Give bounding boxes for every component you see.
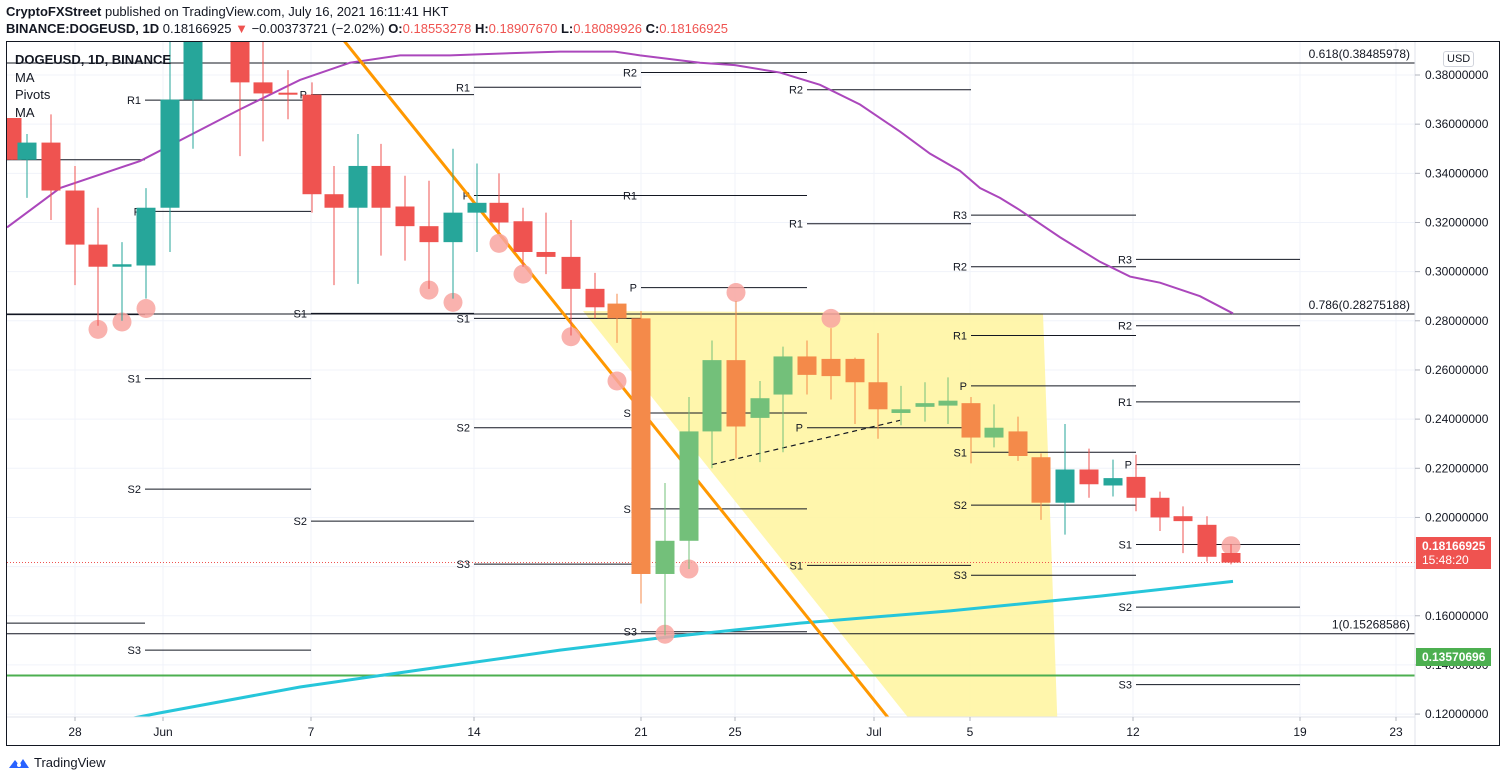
svg-text:P: P [796, 423, 803, 435]
svg-text:R2: R2 [789, 85, 803, 97]
svg-text:S1: S1 [790, 560, 803, 572]
last-price: 0.18166925 [162, 21, 232, 36]
legend-title[interactable]: DOGEUSD, 1D, BINANCE [15, 52, 172, 67]
svg-text:S2: S2 [128, 484, 141, 496]
svg-text:S2: S2 [457, 423, 470, 435]
close-label: C: [645, 21, 660, 36]
svg-text:R2: R2 [1118, 321, 1132, 333]
price-tick: 0.36000000 [1425, 117, 1489, 131]
price-tick: 0.30000000 [1425, 265, 1489, 279]
open-value: 0.18553278 [402, 21, 472, 36]
svg-text:R1: R1 [789, 219, 803, 231]
publish-info: CryptoFXStreet published on TradingView.… [6, 4, 449, 19]
legend-item-pivots[interactable]: Pivots [15, 87, 51, 102]
bar-countdown: 15:48:20 [1422, 553, 1469, 567]
price-change: −0.00373721 (−2.02%) [251, 21, 385, 36]
svg-text:S3: S3 [457, 559, 470, 571]
symbol-label: BINANCE:DOGEUSD, 1D [6, 21, 160, 36]
time-tick: Jun [153, 725, 172, 739]
svg-text:R1: R1 [953, 331, 967, 343]
svg-text:R1: R1 [623, 190, 637, 202]
price-tick: 0.20000000 [1425, 510, 1489, 524]
currency-button[interactable]: USD [1443, 51, 1475, 67]
publish-text: published on TradingView.com, July 16, 2… [101, 4, 449, 19]
price-tick: 0.24000000 [1425, 412, 1489, 426]
price-tick: 0.22000000 [1425, 461, 1489, 475]
svg-text:S1: S1 [294, 308, 307, 320]
svg-text:S2: S2 [294, 516, 307, 528]
price-tick: 0.34000000 [1425, 166, 1489, 180]
svg-text:S1: S1 [1119, 539, 1132, 551]
price-tick: 0.38000000 [1425, 68, 1489, 82]
current-price-tag: 0.18166925 15:48:20 [1416, 537, 1492, 569]
support-price-tag: 0.13570696 [1416, 648, 1492, 666]
svg-text:S2: S2 [954, 500, 967, 512]
svg-text:S3: S3 [1119, 680, 1132, 692]
fib-label: 0.618(0.38485978) [1309, 47, 1410, 61]
time-tick: 28 [68, 725, 82, 739]
svg-text:P: P [630, 283, 637, 295]
svg-text:S1: S1 [128, 374, 141, 386]
tradingview-branding[interactable]: TradingView [8, 755, 106, 770]
svg-text:R3: R3 [1118, 254, 1132, 266]
publisher-name: CryptoFXStreet [6, 4, 102, 19]
fib-label: 1(0.15268586) [1332, 618, 1410, 632]
high-value: 0.18907670 [488, 21, 558, 36]
chart-legend: DOGEUSD, 1D, BINANCE MA Pivots MA [15, 51, 171, 121]
open-label: O: [388, 21, 403, 36]
svg-text:R2: R2 [623, 68, 637, 80]
svg-text:S1: S1 [954, 447, 967, 459]
price-tick: 0.32000000 [1425, 215, 1489, 229]
svg-text:R3: R3 [953, 210, 967, 222]
time-tick: 5 [967, 725, 974, 739]
svg-text:R2: R2 [953, 262, 967, 274]
time-tick: Jul [866, 725, 881, 739]
svg-text:R1: R1 [456, 82, 470, 94]
time-tick: 12 [1126, 725, 1140, 739]
svg-text:S3: S3 [128, 645, 141, 657]
price-tick: 0.26000000 [1425, 363, 1489, 377]
time-tick: 25 [728, 725, 742, 739]
symbol-info-bar: BINANCE:DOGEUSD, 1D 0.18166925 ▼ −0.0037… [6, 21, 728, 36]
svg-text:S3: S3 [954, 570, 967, 582]
time-tick: 19 [1293, 725, 1307, 739]
price-tick: 0.12000000 [1425, 707, 1489, 721]
chart-frame [6, 41, 1500, 746]
close-value: 0.18166925 [659, 21, 728, 36]
legend-item-ma-2[interactable]: MA [15, 104, 35, 120]
tradingview-logo-icon [9, 758, 29, 768]
svg-text:S3: S3 [624, 627, 637, 639]
time-tick: 21 [634, 725, 648, 739]
legend-item-ma-1[interactable]: MA [15, 69, 35, 85]
time-tick: 14 [467, 725, 481, 739]
svg-text:P: P [960, 381, 967, 393]
svg-text:S2: S2 [1119, 602, 1132, 614]
low-label: L: [560, 21, 574, 36]
fib-label: 0.786(0.28275188) [1309, 298, 1410, 312]
current-price-value: 0.18166925 [1422, 539, 1486, 553]
brand-text: TradingView [34, 755, 106, 770]
svg-text:R1: R1 [127, 95, 141, 107]
svg-text:S1: S1 [457, 313, 470, 325]
time-tick: 23 [1389, 725, 1403, 739]
price-tick: 0.16000000 [1425, 609, 1489, 623]
low-value: 0.18089926 [573, 21, 642, 36]
svg-text:P: P [463, 190, 470, 202]
down-arrow-icon: ▼ [235, 21, 248, 36]
svg-text:R1: R1 [1118, 397, 1132, 409]
price-tick: 0.28000000 [1425, 314, 1489, 328]
time-tick: 7 [308, 725, 315, 739]
svg-text:P: P [1125, 460, 1132, 472]
high-label: H: [474, 21, 489, 36]
